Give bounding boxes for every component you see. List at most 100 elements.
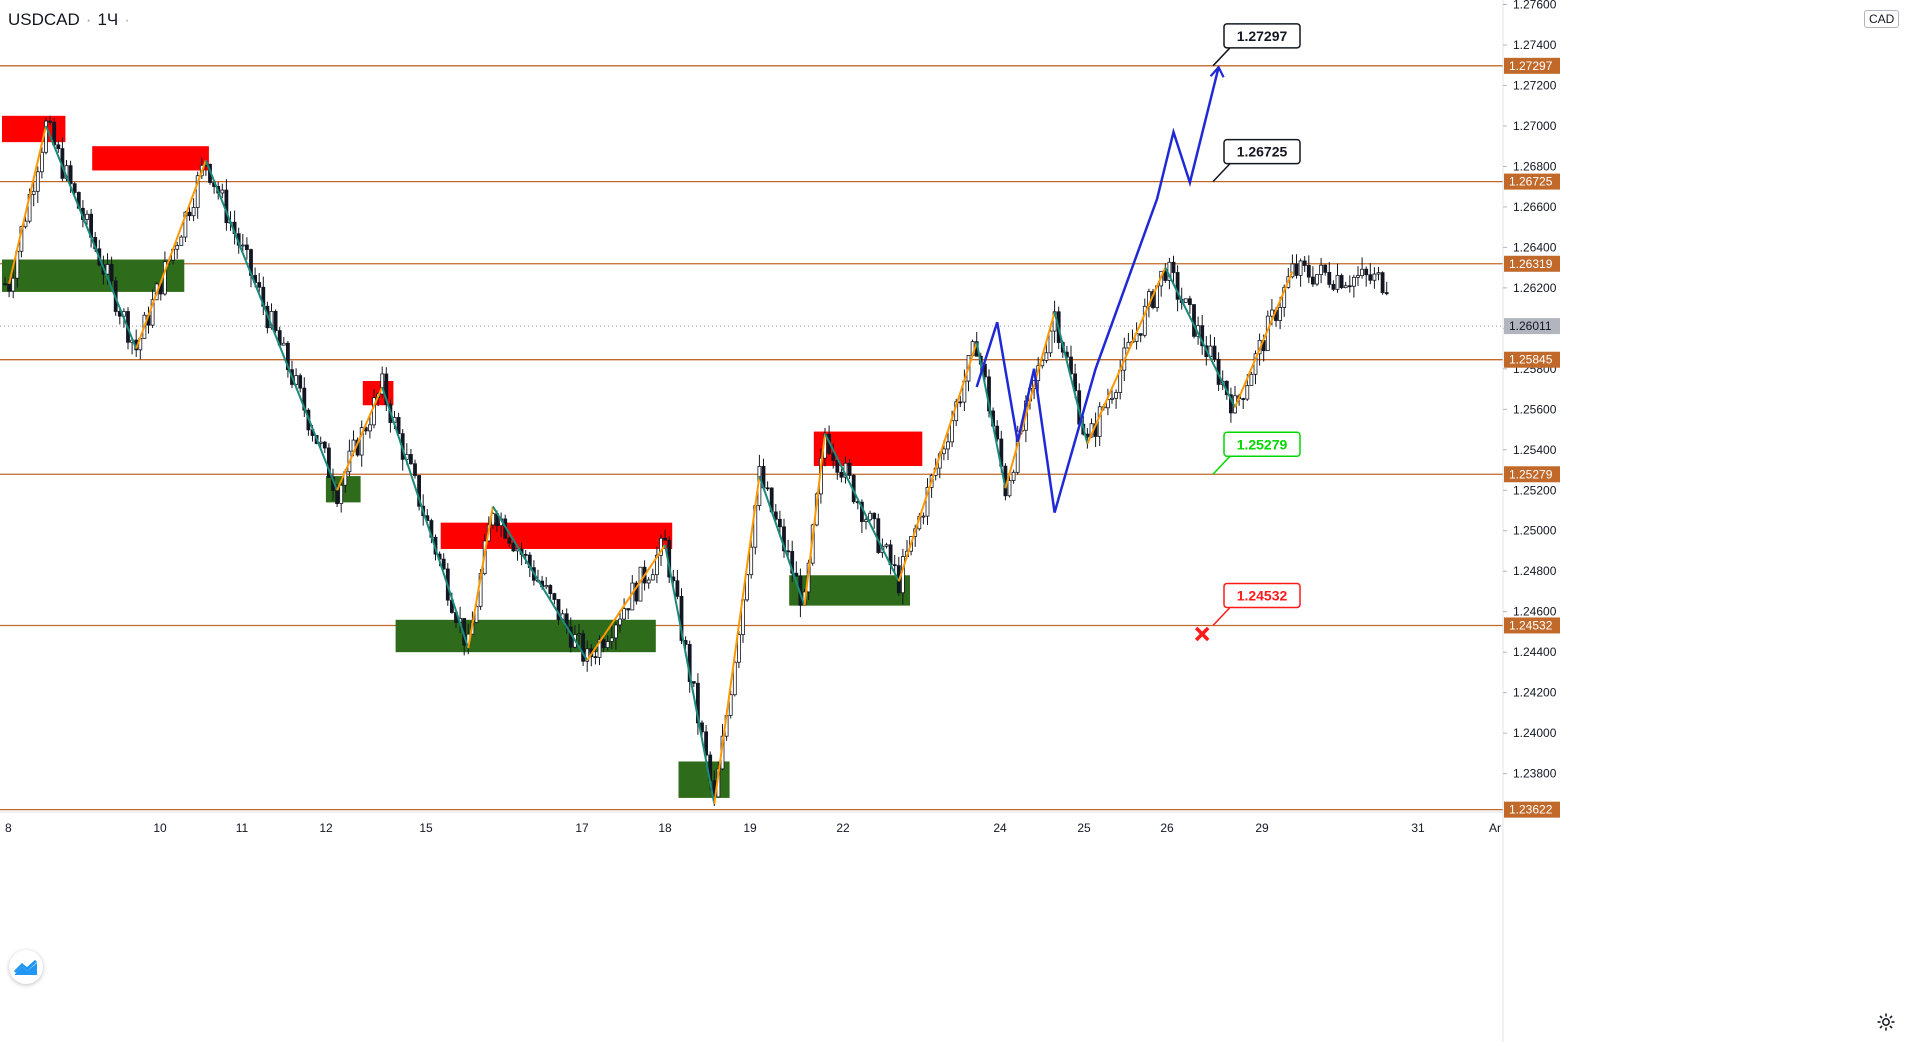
candle-body (298, 375, 303, 389)
forecast-path (975, 65, 1225, 513)
x-tick-label: 15 (419, 821, 433, 835)
candle-body (1048, 330, 1053, 354)
zigzag-down-leg (381, 386, 470, 649)
x-tick-label: 10 (153, 821, 167, 835)
callout-box (1223, 582, 1301, 609)
x-tick-label: 22 (836, 821, 850, 835)
candle-body (413, 463, 417, 476)
y-tick-label: 1.26800 (1513, 159, 1557, 173)
callout-label: 1.26725 (1237, 144, 1288, 160)
level-price-label: 1.25845 (1509, 353, 1553, 367)
candle-body (675, 580, 680, 597)
y-tick-label: 1.25000 (1513, 524, 1557, 538)
candle-body (187, 211, 192, 217)
candle-body (380, 373, 385, 395)
zigzag-up-leg (135, 160, 207, 349)
y-tick-label: 1.24400 (1513, 645, 1557, 659)
level-price-tag (1504, 801, 1560, 818)
candle-body (1270, 309, 1274, 317)
y-tick-label: 1.24600 (1513, 605, 1557, 619)
candle-body (921, 515, 926, 518)
callout-box (1223, 431, 1301, 458)
candle-body (1290, 263, 1295, 278)
candle-body (1343, 285, 1348, 289)
y-tick-label: 1.25200 (1513, 483, 1557, 497)
callout-label: 1.25279 (1237, 436, 1288, 452)
candle-body (544, 585, 549, 588)
time-axis[interactable]: 8 10 11 12 15 17 18 19 22 24 25 26 29 31 Ar (0, 811, 1503, 835)
x-tick-label: Ar (1489, 821, 1501, 835)
callout-label: 1.27297 (1237, 28, 1288, 44)
candle-body (1114, 392, 1118, 399)
candle-body (244, 244, 249, 250)
interval-label: 1Ч (97, 10, 119, 29)
candle-body (384, 373, 389, 405)
candle-body (335, 490, 340, 505)
level-price-tag (1504, 57, 1560, 74)
candle-body (765, 487, 770, 490)
candle-body (1368, 274, 1373, 281)
candle-body (925, 487, 930, 517)
x-tick-label: 12 (319, 821, 333, 835)
candle-body (1306, 265, 1311, 278)
candle-body (44, 120, 48, 153)
zigzag-down-leg (1053, 311, 1089, 444)
candle-body (778, 518, 782, 528)
candle-body (1044, 352, 1049, 361)
candle-body (1188, 298, 1192, 305)
y-tick-label: 1.25400 (1513, 443, 1557, 457)
zigzag-up-leg (586, 544, 666, 661)
candle-body (1335, 275, 1340, 290)
candle-body (11, 277, 16, 292)
zigzag-up-leg (897, 342, 978, 582)
candle-body (150, 299, 155, 326)
y-tick-label: 1.24000 (1513, 726, 1557, 740)
price-axis[interactable]: 1.23800 1.24000 1.24200 1.24400 1.24600 1.248… (1502, 0, 1920, 1042)
y-tick-label: 1.23800 (1513, 767, 1557, 781)
symbol-legend[interactable]: USDCAD · 1Ч · (8, 10, 130, 29)
zigzag-up-leg (1234, 271, 1294, 408)
candle-body (704, 731, 708, 756)
zigzag-up-leg (467, 506, 494, 649)
zigzag-up-leg (1004, 311, 1056, 489)
candle-body (618, 618, 622, 626)
candle-body (1376, 272, 1381, 275)
currency-badge[interactable]: CAD (1864, 10, 1900, 28)
x-tick-label: 25 (1077, 821, 1091, 835)
candle-body (1302, 260, 1307, 266)
candle-body (1352, 276, 1356, 287)
y-tick-label: 1.26200 (1513, 281, 1557, 295)
y-tick-label: 1.26600 (1513, 200, 1557, 214)
y-tick-label: 1.27000 (1513, 119, 1557, 133)
candle-body (552, 593, 557, 600)
candle-body (655, 554, 659, 576)
candle-body (1171, 261, 1176, 273)
x-tick-label: 29 (1255, 821, 1269, 835)
candle-body (650, 574, 655, 581)
candle-body (614, 624, 618, 639)
candle-body (1323, 264, 1328, 273)
candle-body (7, 283, 11, 292)
candle-body (1339, 275, 1344, 289)
candle-body (285, 342, 290, 371)
candle-body (294, 375, 299, 385)
current-price-label: 1.26011 (1509, 319, 1552, 333)
level-price-label: 1.26319 (1509, 257, 1553, 271)
candle-body (593, 656, 598, 659)
candle-body (609, 637, 614, 642)
candle-body (646, 579, 651, 584)
gear-icon[interactable] (1876, 1012, 1896, 1032)
candle-body (367, 424, 372, 432)
candle-body (1315, 274, 1319, 285)
candle-body (31, 190, 36, 195)
level-price-label: 1.23622 (1509, 803, 1553, 817)
tradingview-logo-icon[interactable] (9, 950, 43, 984)
candle-body (56, 144, 61, 149)
zigzag-down-leg (204, 159, 339, 491)
level-price-tag (1504, 255, 1560, 272)
candle-body (691, 681, 696, 684)
y-tick-label: 1.24200 (1513, 686, 1557, 700)
candle-body (441, 558, 446, 570)
x-tick-label: 24 (993, 821, 1007, 835)
